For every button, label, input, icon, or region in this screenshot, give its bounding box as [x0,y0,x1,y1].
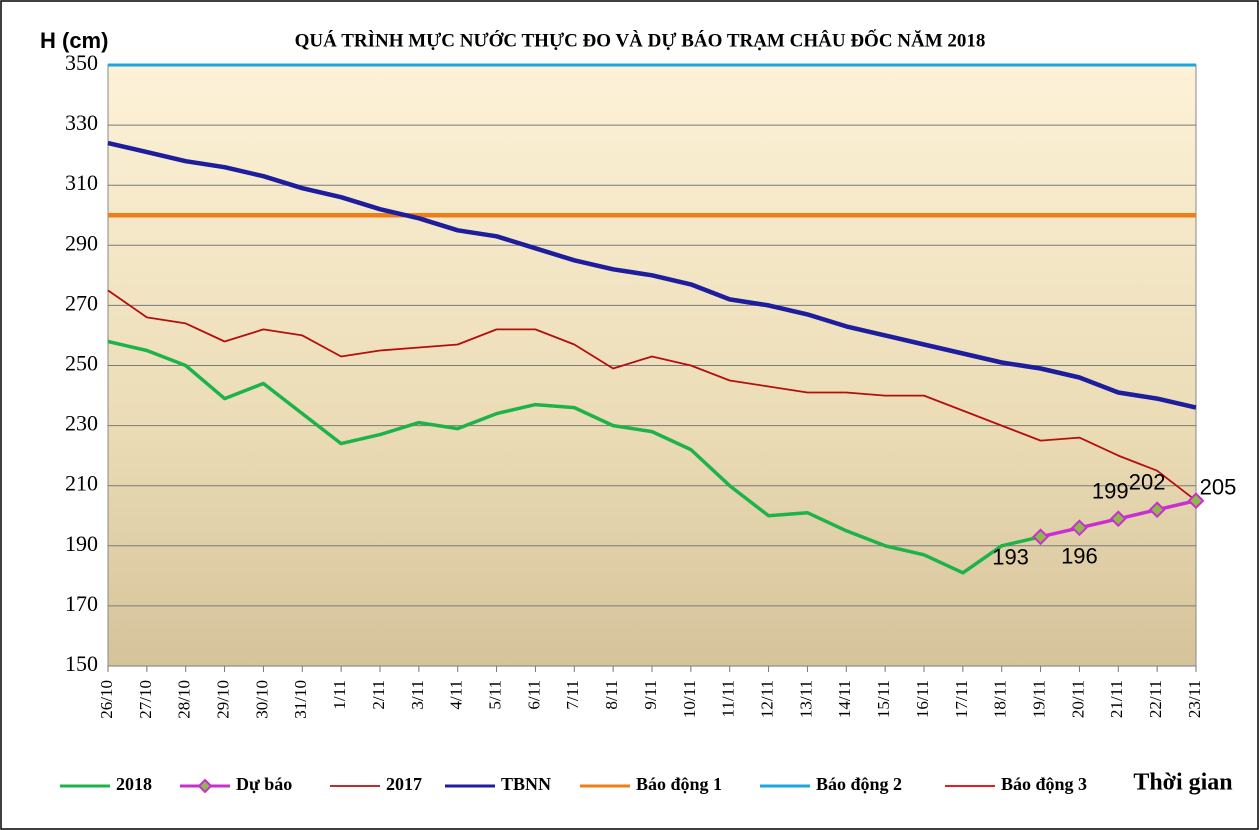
series-line [107,339,1041,575]
marker [1032,528,1049,546]
x-tick-label: 11/11 [719,680,738,717]
data-label: 205 [1200,475,1237,500]
x-tick-label: 18/11 [991,680,1010,718]
series-line [107,289,1197,502]
y-tick-label: 210 [65,471,98,496]
x-tick-label: 19/11 [1029,680,1048,718]
y-axis-label: H (cm) [40,28,108,53]
y-tick-label: 190 [65,531,98,556]
legend-label: 2017 [386,774,422,794]
x-tick-label: 12/11 [757,680,776,718]
x-tick-label: 17/11 [952,680,971,718]
x-tick-label: 30/10 [252,680,271,719]
data-label: 196 [1061,544,1098,569]
x-tick-label: 23/11 [1185,680,1204,718]
x-tick-label: 7/11 [563,680,582,710]
data-label: 202 [1129,470,1166,495]
x-tick-label: 4/11 [447,680,466,710]
legend-label: Báo động 1 [636,774,722,794]
x-tick-label: 27/10 [136,680,155,719]
x-tick-label: 8/11 [602,680,621,710]
y-tick-label: 250 [65,351,98,376]
marker [1148,501,1166,519]
marker [1071,519,1088,537]
x-tick-label: 31/10 [291,680,310,719]
data-label: 199 [1092,479,1129,504]
data-label: 193 [992,545,1029,570]
marker [1109,510,1127,528]
x-tick-label: 9/11 [641,680,660,710]
legend-label: Báo động 3 [1001,774,1087,794]
y-tick-label: 310 [65,170,98,195]
legend-marker [197,778,213,794]
y-tick-label: 350 [65,50,98,75]
x-tick-label: 6/11 [524,680,543,710]
legend-label: 2018 [116,774,152,794]
x-tick-label: 2/11 [369,680,388,710]
x-tick-label: 20/11 [1068,680,1087,718]
x-tick-label: 15/11 [874,680,893,718]
chart-title: QUÁ TRÌNH MỰC NƯỚC THỰC ĐO VÀ DỰ BÁO TRẠ… [295,29,986,51]
legend-label: TBNN [501,774,551,794]
x-tick-label: 3/11 [408,680,427,710]
x-tick-label: 16/11 [913,680,932,718]
x-tick-label: 14/11 [835,680,854,718]
series-line [107,140,1197,410]
x-tick-label: 26/10 [97,680,116,719]
x-tick-label: 21/11 [1107,680,1126,718]
x-tick-label: 10/11 [680,680,699,718]
x-tick-label: 22/11 [1146,680,1165,718]
x-tick-label: 1/11 [330,680,349,710]
y-tick-label: 330 [65,110,98,135]
x-axis-label: Thời gian [1133,770,1232,796]
x-tick-label: 29/10 [213,680,232,719]
y-tick-label: 290 [65,230,98,255]
x-tick-label: 28/10 [175,680,194,719]
x-tick-label: 13/11 [796,680,815,718]
y-tick-label: 230 [65,411,98,436]
y-tick-label: 170 [65,591,98,616]
legend-label: Dự báo [236,774,292,794]
legend-label: Báo động 2 [816,774,902,794]
x-tick-label: 5/11 [485,680,504,710]
y-tick-label: 150 [65,651,98,676]
marker [1187,492,1205,510]
y-tick-label: 270 [65,290,98,315]
